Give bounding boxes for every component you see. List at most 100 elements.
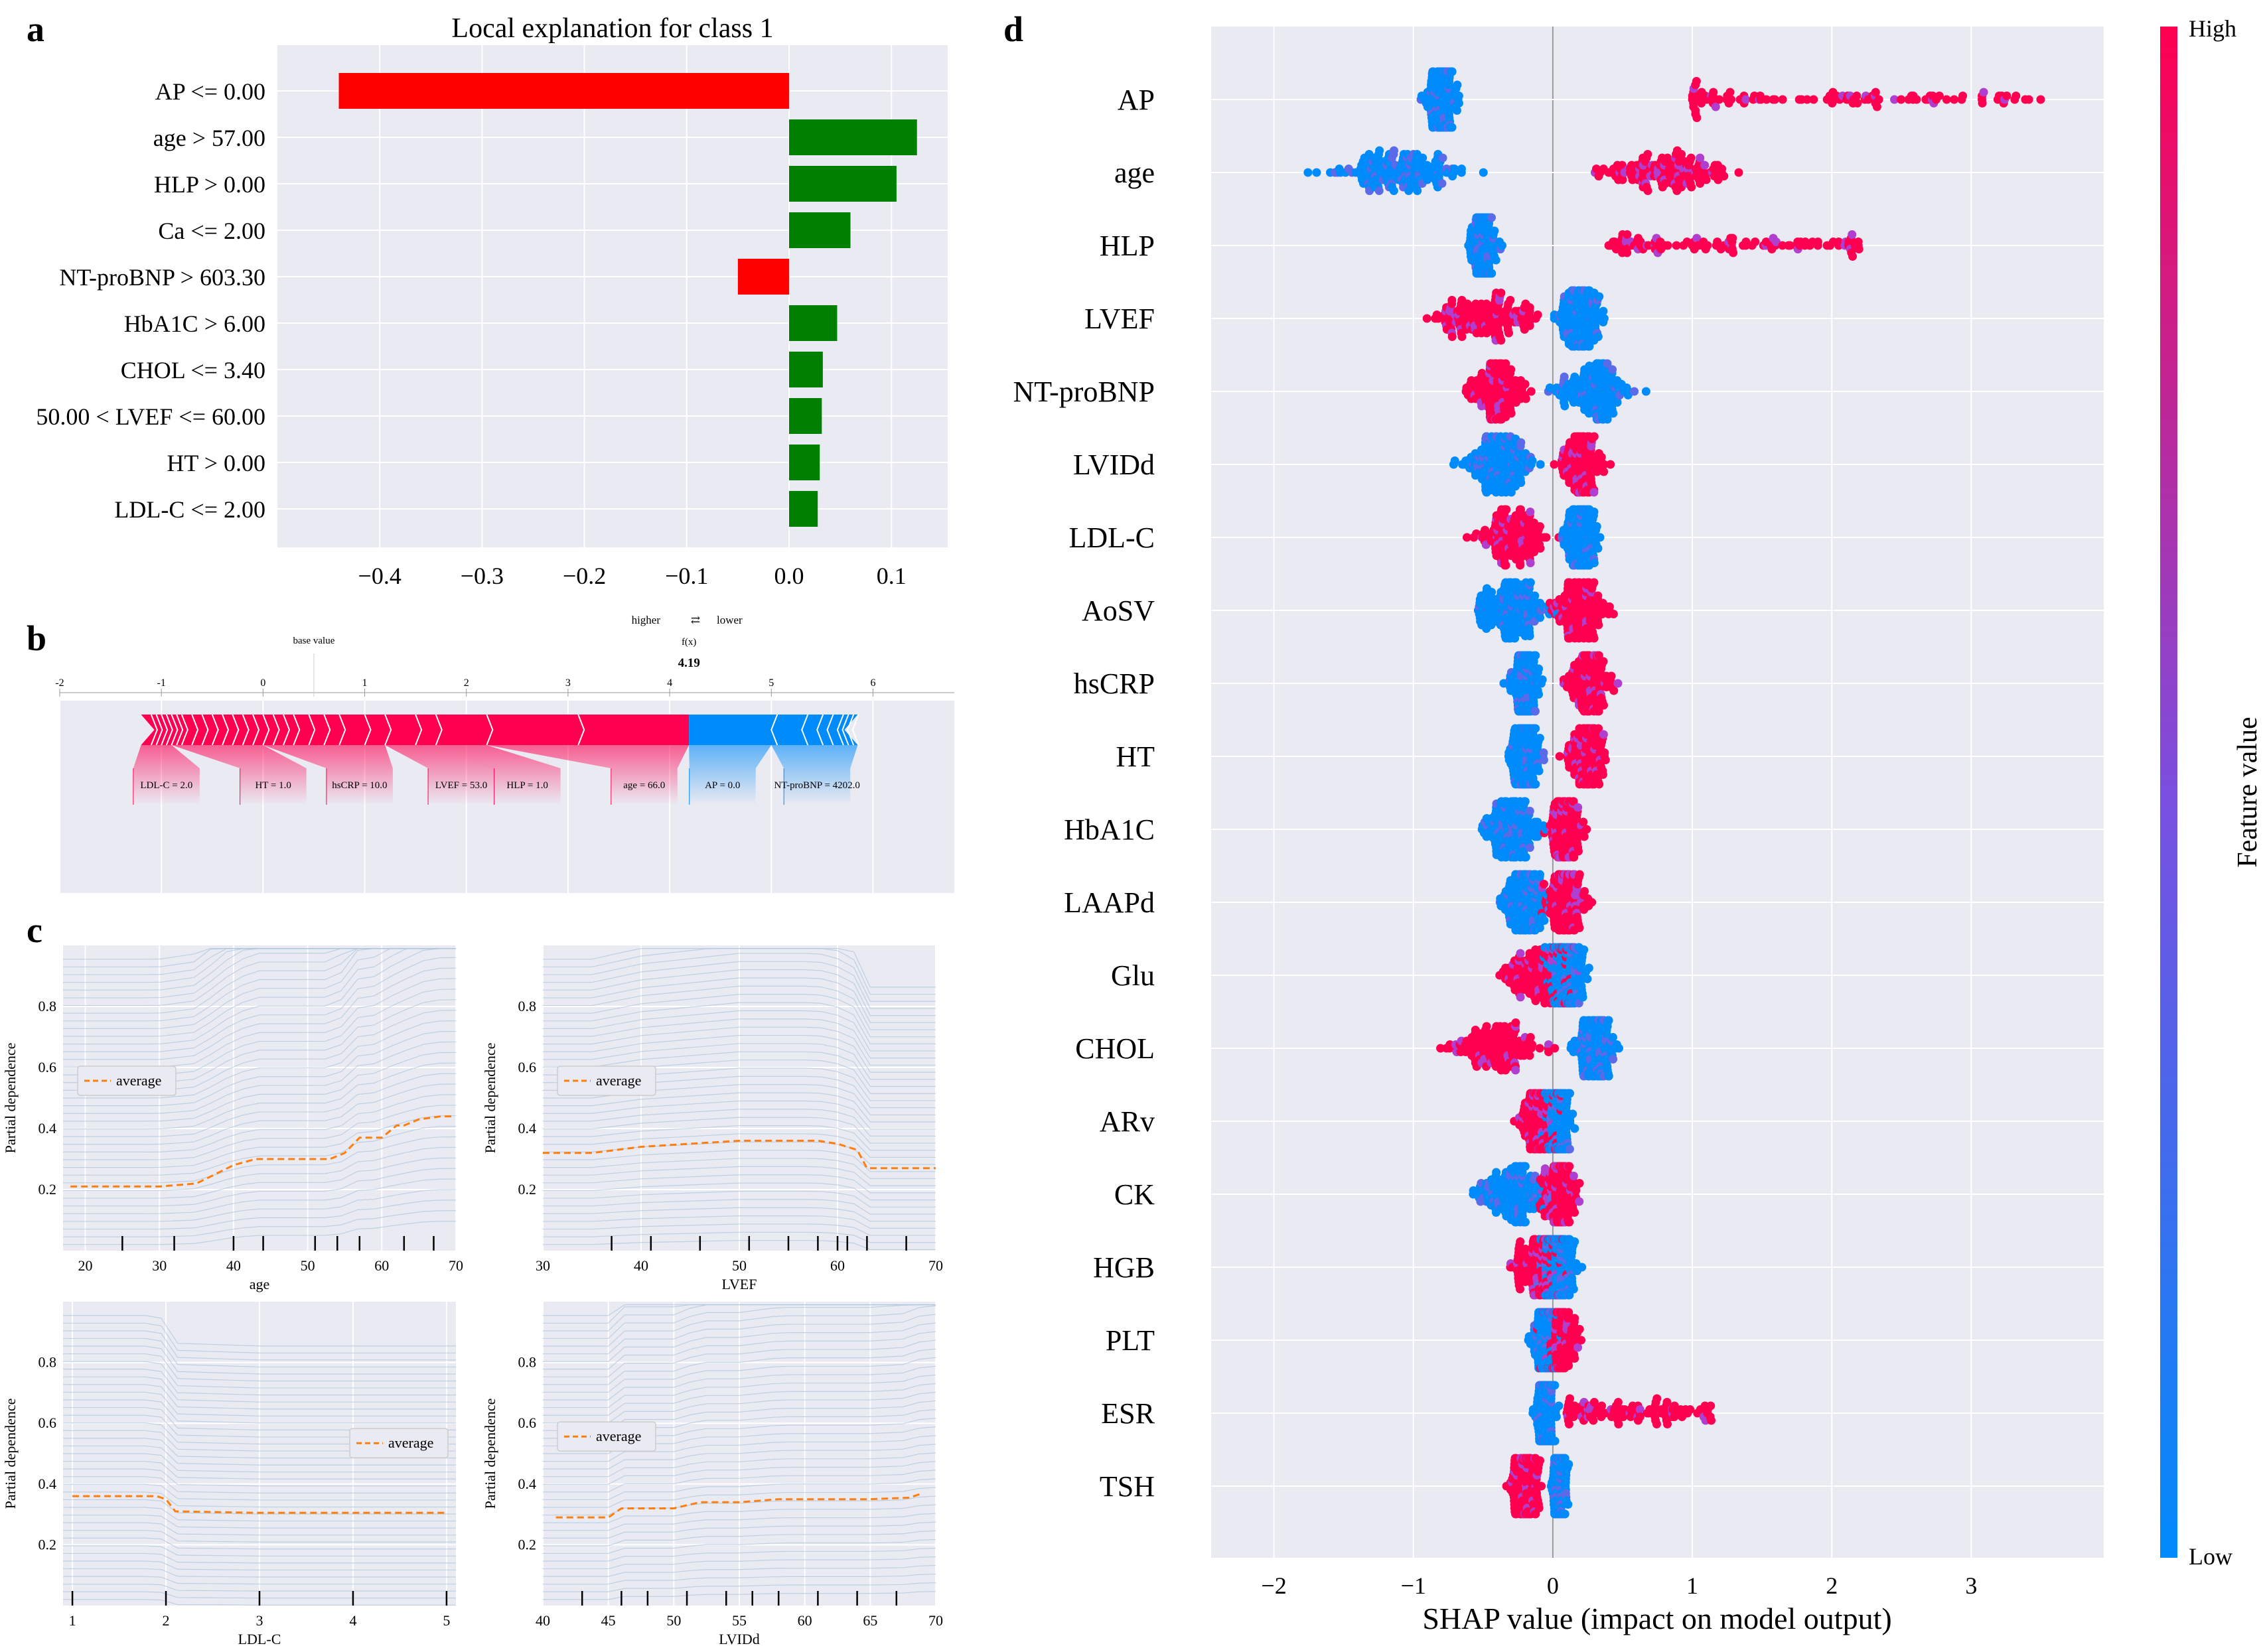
shap-point-LDL-C	[1502, 505, 1511, 514]
feature-shade	[689, 745, 772, 805]
ice-line	[543, 1374, 936, 1409]
average-line	[70, 1115, 453, 1188]
feature-shade	[435, 745, 561, 805]
feature-label: NT-proBNP > 603.30	[59, 264, 265, 291]
shap-point-AP	[1741, 95, 1751, 104]
force-chevron	[232, 714, 240, 746]
shap-point-LVEF	[1593, 332, 1603, 341]
xtick-label: -1	[157, 677, 166, 689]
shap-point-Glu	[1516, 993, 1525, 1002]
shap-point-hsCRP	[1530, 707, 1540, 716]
shap-point-LAAPd	[1587, 898, 1597, 907]
feature-label: LDL-C <= 2.00	[114, 496, 265, 523]
average-line	[555, 1492, 923, 1519]
shap-point-LDL-C	[1536, 544, 1545, 553]
force-chevron	[486, 714, 494, 746]
xtick-label: −0.4	[358, 563, 402, 589]
ice-line	[543, 1452, 936, 1478]
shap-point-AP	[1762, 95, 1771, 104]
shap-point-CHOL	[1511, 1018, 1520, 1027]
shap-point-AoSV	[1589, 634, 1599, 643]
panel-d-shap-summary: APageHLPLVEFNT-proBNPLVIDdLDL-CAoSVhsCRP…	[1013, 15, 2263, 1635]
shap-point-hsCRP	[1609, 686, 1619, 695]
shap-point-AP	[2011, 92, 2021, 100]
force-feature-label: NT-proBNP = 4202.0	[774, 780, 859, 791]
force-chevron	[272, 714, 280, 746]
force-chevron	[283, 714, 291, 746]
xtick-label: 50	[301, 1257, 315, 1274]
shap-point-HbA1C	[1579, 832, 1589, 841]
ytick-label: 0.6	[38, 1414, 57, 1431]
bar-CHOL <= 3.40	[788, 352, 823, 387]
shap-point-age	[1303, 168, 1313, 177]
shap-point-HT	[1539, 756, 1548, 764]
panel-a-bars	[338, 73, 917, 527]
xtick-label: 0.0	[774, 563, 804, 589]
shap-point-hsCRP	[1599, 701, 1608, 710]
shap-point-AP	[1802, 95, 1812, 104]
force-chevron	[816, 714, 824, 746]
ice-line	[63, 1391, 456, 1416]
force-chevron	[201, 714, 209, 746]
ice-line	[63, 1041, 457, 1114]
xtick-label: 3	[256, 1612, 263, 1629]
shap-point-age	[1618, 175, 1627, 184]
ice-line	[63, 1052, 457, 1122]
shap-point-age	[1702, 175, 1711, 184]
ice-line	[63, 1530, 456, 1543]
shap-point-LDL-C	[1589, 559, 1599, 567]
xtick-label: 70	[928, 1257, 943, 1274]
panel-label-c: c	[27, 910, 42, 950]
shap-point-HLP	[1490, 226, 1499, 236]
shap-point-AP	[1872, 102, 1881, 111]
shap-point-AP	[1447, 67, 1457, 76]
ytick-label: 0.4	[518, 1120, 537, 1136]
xtick-label: 55	[732, 1612, 747, 1629]
ice-line	[63, 1178, 457, 1214]
shap-point-AP	[1958, 92, 1968, 100]
ice-line	[63, 1384, 456, 1410]
y-axis-label: Partial dependence	[2, 1043, 19, 1154]
ice-line	[543, 947, 936, 988]
ice-line	[63, 967, 457, 1060]
ice-line	[63, 1545, 456, 1556]
shap-point-age	[1734, 168, 1743, 177]
shap-point-age	[1696, 153, 1705, 163]
shap-point-age	[1457, 165, 1466, 173]
xtick-label: 6	[870, 677, 875, 689]
xtick-label: 5	[443, 1612, 450, 1629]
legend-box	[557, 1066, 656, 1096]
xtick-label: −0.1	[665, 563, 708, 589]
ytick-label: 0.8	[38, 998, 57, 1014]
ice-line	[63, 1322, 456, 1353]
ytick-label: 0.2	[518, 1536, 537, 1552]
shap-point-AP	[1871, 88, 1880, 97]
shap-point-LVEF	[1599, 314, 1609, 323]
shap-point-hsCRP	[1534, 690, 1543, 699]
shap-point-LDL-C	[1526, 559, 1535, 567]
shap-point-NT-proBNP	[1641, 387, 1650, 396]
panel-b-feature-labels: LDL-C = 2.0 HT = 1.0 hsCRP = 10.0 LVEF = 53…	[133, 745, 860, 805]
shap-point-Glu	[1583, 975, 1592, 983]
ice-line	[543, 1383, 936, 1416]
shap-point-HbA1C	[1520, 797, 1530, 806]
shap-point-AP	[1771, 95, 1780, 104]
shap-point-AP	[1692, 77, 1701, 86]
y-axis-label: Partial dependence	[482, 1043, 498, 1154]
shap-point-AP	[2002, 92, 2011, 100]
shap-point-LVEF	[1525, 321, 1534, 330]
ice-line	[543, 961, 936, 1009]
ice-line	[543, 1573, 936, 1585]
shap-point-NT-proBNP	[1560, 401, 1570, 411]
ice-line	[63, 1062, 457, 1130]
shap-point-AP	[1890, 95, 1899, 104]
lower-label: lower	[717, 614, 743, 626]
ice-line	[543, 1530, 936, 1547]
xtick-label: 4	[667, 677, 672, 689]
force-chevron	[252, 714, 260, 746]
shap-point-AoSV	[1530, 591, 1540, 600]
shap-point-LVEF	[1447, 296, 1457, 305]
higher-label: higher	[632, 614, 661, 626]
shap-point-HLP	[1778, 241, 1787, 250]
ice-line	[63, 1522, 456, 1536]
